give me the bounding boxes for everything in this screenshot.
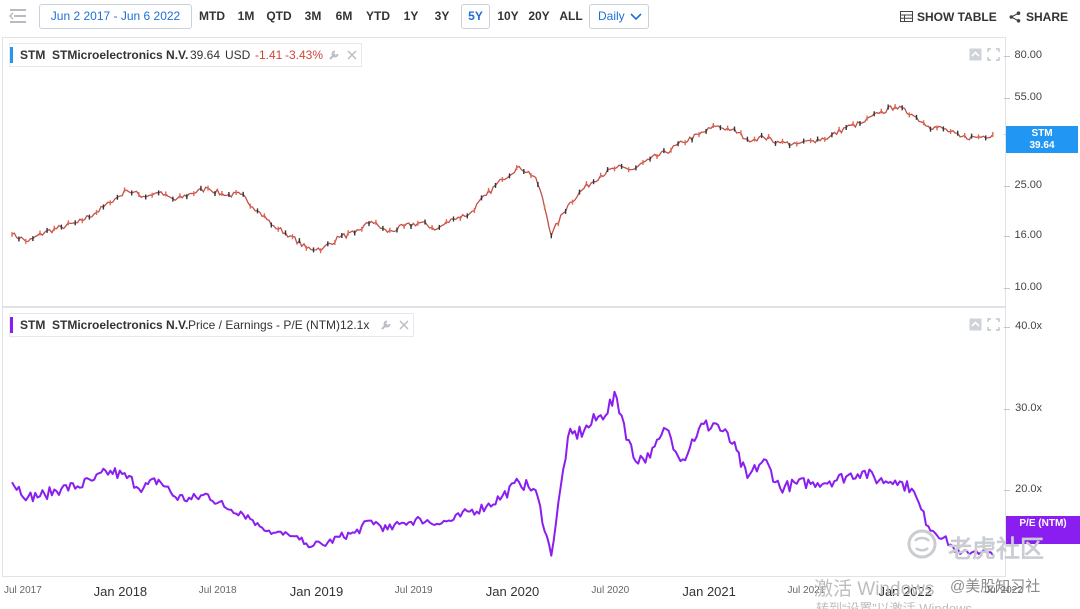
range-20y-button[interactable]: 20Y	[528, 9, 550, 23]
pe-legend-symbol: STM	[20, 318, 46, 332]
move-pane-icon[interactable]	[969, 318, 982, 331]
price-value-tag: STM 39.64	[1006, 126, 1078, 153]
date-range-picker[interactable]: Jun 2 2017 - Jun 6 2022	[39, 4, 192, 29]
x-tick-label: Jan 2018	[93, 584, 148, 599]
x-tick-label: Jul 2020	[591, 585, 630, 596]
range-3m-button[interactable]: 3M	[304, 9, 322, 23]
range-1m-button[interactable]: 1M	[237, 9, 255, 23]
pe-legend-value: 12.1x	[340, 318, 370, 332]
share-label: SHARE	[1026, 10, 1069, 24]
pe-y-tick-label: 30.0x	[1015, 401, 1042, 414]
x-tick-label: Jul 2021	[787, 585, 826, 596]
x-tick-label: Jul 2018	[198, 585, 237, 596]
share-icon	[1009, 11, 1021, 23]
price-y-tick-label: 55.00	[1014, 90, 1042, 103]
pe-tag-label: P/E (NTM)	[1019, 518, 1067, 529]
pe-y-tick-label: 40.0x	[1015, 320, 1042, 332]
share-button[interactable]: SHARE	[1009, 9, 1069, 25]
price-y-tick	[1004, 185, 1010, 187]
range-3y-button[interactable]: 3Y	[434, 9, 450, 23]
close-icon[interactable]	[346, 49, 358, 61]
price-tag-value: 39.64	[1029, 140, 1055, 151]
menu-collapse-icon[interactable]	[8, 7, 28, 25]
x-tick-label: Jan 2021	[682, 584, 736, 599]
price-chart[interactable]	[3, 38, 1003, 306]
price-legend-price: 39.64	[190, 48, 221, 62]
x-tick-label: Jan 2020	[485, 584, 540, 599]
pe-y-tick-label: 20.0x	[1015, 483, 1042, 496]
price-legend-change-pct: -3.43%	[285, 48, 324, 62]
range-10y-button[interactable]: 10Y	[497, 9, 519, 23]
price-pane: STM STMicroelectronics N.V. 39.64 USD -1…	[2, 37, 1006, 307]
price-legend: STM STMicroelectronics N.V. 39.64 USD -1…	[9, 43, 362, 67]
pe-series-line	[11, 390, 994, 557]
pe-legend-color-bar	[10, 317, 13, 333]
price-y-tick-label: 25.00	[1014, 178, 1042, 191]
price-legend-symbol: STM	[20, 48, 46, 62]
pe-y-tick	[1004, 327, 1010, 328]
pe-legend-name: STMicroelectronics N.V.	[52, 318, 189, 332]
table-icon	[900, 11, 913, 22]
settings-icon[interactable]	[380, 319, 392, 331]
pe-pane: STM STMicroelectronics N.V. Price / Earn…	[2, 307, 1006, 577]
maximize-icon[interactable]	[987, 48, 1000, 61]
pe-y-tick	[1004, 490, 1010, 492]
pe-value-tag: P/E (NTM)	[1006, 516, 1080, 544]
range-ytd-button[interactable]: YTD	[366, 9, 390, 23]
settings-icon[interactable]	[328, 49, 340, 61]
price-y-tick-label: 80.00	[1014, 49, 1042, 62]
price-pane-tools	[969, 48, 1003, 62]
price-y-tick	[1004, 56, 1010, 58]
x-tick-label: Jul 2019	[394, 585, 433, 596]
range-1y-button[interactable]: 1Y	[403, 9, 419, 23]
pe-pane-tools	[969, 318, 1003, 332]
price-legend-change: -1.41	[255, 48, 283, 62]
x-tick-label: Jan 2019	[289, 584, 344, 599]
range-qtd-button[interactable]: QTD	[266, 9, 292, 23]
price-y-tick-label: 10.00	[1014, 281, 1042, 294]
price-y-tick-label: 16.00	[1014, 228, 1042, 241]
pe-chart[interactable]	[3, 308, 1003, 576]
show-table-label: SHOW TABLE	[917, 10, 997, 24]
close-icon[interactable]	[398, 319, 410, 331]
maximize-icon[interactable]	[987, 318, 1000, 331]
show-table-button[interactable]: SHOW TABLE	[900, 9, 997, 25]
price-y-tick	[1004, 288, 1010, 290]
price-y-tick	[1004, 235, 1010, 237]
frequency-value: Daily	[598, 9, 625, 23]
pe-y-tick	[1004, 408, 1010, 410]
range-6m-button[interactable]: 6M	[335, 9, 353, 23]
range-5y-button[interactable]: 5Y	[461, 4, 490, 29]
range-mtd-button[interactable]: MTD	[199, 9, 225, 23]
price-tag-symbol: STM	[1031, 128, 1053, 139]
x-tick-label: Jan 2022	[878, 584, 932, 599]
frequency-select[interactable]: Daily	[589, 4, 649, 29]
pe-legend-metric: Price / Earnings - P/E (NTM)	[188, 318, 341, 332]
price-legend-name: STMicroelectronics N.V.	[52, 48, 189, 62]
move-pane-icon[interactable]	[969, 48, 982, 61]
pe-legend: STM STMicroelectronics N.V. Price / Earn…	[9, 313, 414, 337]
chevron-down-icon	[630, 13, 642, 21]
range-all-button[interactable]: ALL	[559, 9, 583, 23]
price-y-tick	[1004, 97, 1010, 99]
toolbar: Jun 2 2017 - Jun 6 2022 MTD 1M QTD 3M 6M…	[0, 0, 1080, 34]
price-legend-currency: USD	[225, 48, 251, 62]
price-legend-color-bar	[10, 47, 13, 63]
x-axis: Jul 2017 Jan 2018 Jul 2018 Jan 2019 Jul 2019…	[0, 577, 1080, 609]
x-tick-label: Jul 2017	[4, 585, 42, 596]
